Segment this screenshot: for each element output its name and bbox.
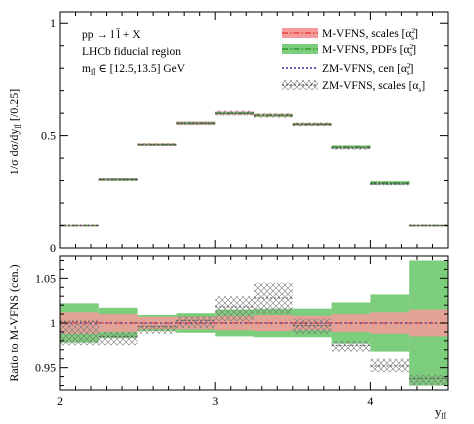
top-ytick-label: 0.5 — [41, 129, 56, 143]
band-zm-vfns-scales-bin-4 — [215, 110, 254, 116]
band-zm-vfns-scales-bin-0 — [60, 224, 99, 227]
x-axis-label: yll̄ — [435, 404, 447, 421]
ratio-band-zm-vfns-scales-bin-3 — [176, 315, 216, 329]
top-bands — [60, 110, 448, 227]
band-zm-vfns-scales-bin-6 — [292, 122, 332, 127]
legend-entry-mvfns-pdfs: M-VFNS, PDFs [α2 s] — [282, 42, 416, 58]
band-zm-vfns-scales-bin-1 — [98, 178, 138, 181]
region-annotation: LHCb fiducial region — [82, 46, 181, 58]
legend-label-zmvfns-cen: ZM-VFNS, cen [α2 s] — [322, 61, 413, 77]
top-panel: 00.51 1/σ dσ/dyll̄ [/0.25] pp → l l̄ + X… — [7, 11, 449, 255]
legend-swatch-mvfns-scales — [282, 28, 318, 38]
top-ytick-label: 0 — [50, 241, 56, 255]
legend-entry-zmvfns-cen: ZM-VFNS, cen [α2 s] — [282, 61, 413, 77]
band-zm-vfns-scales-bin-8 — [370, 182, 410, 186]
ratio-xtick-label: 2 — [57, 394, 63, 408]
band-zm-vfns-scales-bin-7 — [331, 146, 371, 150]
ratio-panel: 0.95 1 1.05 2 3 4 Ratio to M-VFNS (cen.) yll̄ — [7, 255, 449, 421]
ratio-band-zm-vfns-scales-bin-8 — [370, 358, 410, 373]
ratio-y-axis-label: Ratio to M-VFNS (cen.) — [7, 264, 21, 381]
ratio-band-m-vfns-scales-bin-8 — [370, 312, 410, 334]
top-axis-ticks: 00.51 — [41, 12, 449, 255]
ratio-ytick-label: 1 — [50, 316, 56, 330]
ratio-lines — [60, 297, 448, 379]
band-zm-vfns-scales-bin-9 — [409, 224, 448, 227]
legend-label-mvfns-scales: M-VFNS, scales [α2 s] — [322, 26, 418, 42]
legend: M-VFNS, scales [α2 s] M-VFNS, PDFs [α2 s] … — [282, 26, 425, 94]
band-zm-vfns-scales-bin-2 — [137, 143, 177, 146]
ratio-ytick-label: 1.05 — [35, 271, 56, 285]
band-zm-vfns-scales-bin-3 — [176, 121, 216, 126]
ratio-band-zm-vfns-scales-bin-0 — [60, 323, 99, 346]
ratio-ytick-label: 0.95 — [35, 361, 56, 375]
ratio-band-zm-vfns-scales-bin-9 — [409, 374, 448, 386]
ratio-band-zm-vfns-scales-bin-7 — [331, 340, 371, 352]
ratio-band-zm-vfns-scales-bin-1 — [98, 331, 138, 346]
legend-swatch-mvfns-pdfs — [282, 44, 318, 54]
ratio-axis-ticks: 0.95 1 1.05 2 3 4 — [35, 256, 449, 408]
ratio-band-zm-vfns-scales-bin-2 — [137, 324, 177, 334]
band-zm-vfns-scales-bin-5 — [254, 113, 293, 118]
process-annotation: pp → l l̄ + X — [82, 27, 141, 41]
ratio-band-m-vfns-scales-bin-5 — [254, 314, 293, 332]
ratio-xtick-label: 4 — [367, 394, 373, 408]
ratio-band-zm-vfns-scales-bin-4 — [215, 296, 254, 322]
top-frame — [59, 11, 449, 249]
ratio-band-zm-vfns-scales-bin-6 — [292, 318, 332, 334]
legend-entry-mvfns-scales: M-VFNS, scales [α2 s] — [282, 26, 418, 42]
legend-label-mvfns-pdfs: M-VFNS, PDFs [α2 s] — [322, 42, 416, 58]
legend-entry-zmvfns-scales: ZM-VFNS, scales [αs] — [282, 80, 425, 94]
top-ytick-label: 1 — [50, 16, 56, 30]
ratio-xtick-label: 3 — [212, 394, 218, 408]
legend-label-zmvfns-scales: ZM-VFNS, scales [αs] — [322, 80, 425, 94]
mass-annotation: mll̄ ∈ [12.5,13.5] GeV — [82, 63, 186, 77]
top-y-axis-label: 1/σ dσ/dyll̄ [/0.25] — [7, 89, 23, 175]
top-lines — [60, 112, 448, 227]
